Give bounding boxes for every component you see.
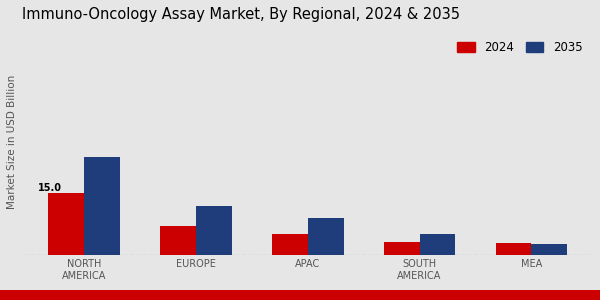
Bar	[49, 194, 84, 255]
Bar	[160, 226, 196, 255]
Bar	[308, 218, 344, 255]
Bar	[196, 206, 232, 255]
Bar	[496, 243, 532, 255]
Text: Immuno-Oncology Assay Market, By Regional, 2024 & 2035: Immuno-Oncology Assay Market, By Regiona…	[23, 7, 461, 22]
Bar	[84, 157, 120, 255]
Legend: 2024, 2035: 2024, 2035	[452, 36, 587, 58]
Text: 15.0: 15.0	[38, 183, 62, 193]
Bar	[419, 234, 455, 255]
Bar	[384, 242, 419, 255]
Bar	[272, 234, 308, 255]
Y-axis label: Market Size in USD Billion: Market Size in USD Billion	[7, 75, 17, 209]
Bar	[532, 244, 567, 255]
